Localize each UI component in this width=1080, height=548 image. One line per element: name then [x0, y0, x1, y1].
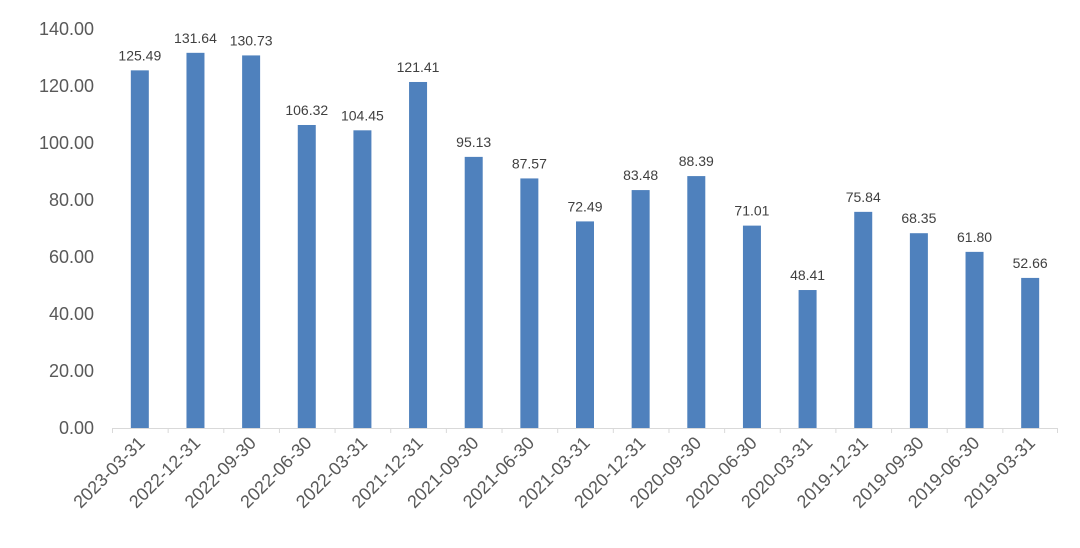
bar-2019-06-30 [965, 251, 984, 428]
bar-2019-09-30 [909, 233, 928, 428]
data-label-2019-03-31: 52.66 [1013, 255, 1048, 271]
data-labels: 125.49 131.64 130.73 106.32 104.45 121.41 95.1… [118, 30, 1047, 283]
data-label-2021-12-31: 121.41 [397, 59, 440, 75]
y-tick-label: 140.00 [39, 19, 94, 39]
data-label-2021-06-30: 87.57 [512, 155, 547, 171]
data-label-2020-09-30: 88.39 [679, 153, 714, 169]
data-label-2019-09-30: 68.35 [901, 210, 936, 226]
data-label-2020-03-31: 48.41 [790, 267, 825, 283]
bar-2019-03-31 [1021, 277, 1040, 428]
y-tick-label: 20.00 [49, 361, 94, 381]
bar-2022-06-30 [297, 124, 316, 428]
bar-2020-03-31 [798, 290, 817, 428]
bar-2020-09-30 [687, 176, 706, 428]
y-tick-label: 80.00 [49, 190, 94, 210]
bar-2022-03-31 [353, 130, 372, 428]
bar-2021-12-31 [409, 81, 428, 428]
bar-2019-12-31 [854, 211, 873, 428]
bar-2022-09-30 [242, 55, 261, 429]
bar-2020-12-31 [631, 190, 650, 428]
bar-2022-12-31 [186, 52, 205, 429]
y-tick-label: 120.00 [39, 76, 94, 96]
y-axis: 0.00 20.00 40.00 60.00 80.00 100.00 120.00 140.… [39, 19, 94, 438]
data-label-2020-06-30: 71.01 [734, 203, 769, 219]
bar-2020-06-30 [742, 225, 761, 428]
data-label-2022-12-31: 131.64 [174, 30, 217, 46]
data-label-2022-06-30: 106.32 [285, 102, 328, 118]
bar-2021-09-30 [464, 156, 483, 428]
data-label-2022-03-31: 104.45 [341, 107, 384, 123]
data-label-2019-06-30: 61.80 [957, 229, 992, 245]
bar-2021-03-31 [576, 221, 594, 428]
data-label-2023-03-31: 125.49 [118, 47, 161, 63]
data-label-2019-12-31: 75.84 [846, 189, 881, 205]
data-label-2021-09-30: 95.13 [456, 134, 491, 150]
y-tick-label: 100.00 [39, 133, 94, 153]
y-tick-label: 40.00 [49, 304, 94, 324]
data-label-2020-12-31: 83.48 [623, 167, 658, 183]
bar-2021-06-30 [520, 178, 539, 428]
bars [130, 52, 1040, 429]
y-tick-label: 60.00 [49, 247, 94, 267]
bar-2023-03-31 [130, 70, 149, 428]
data-label-2021-03-31: 72.49 [567, 198, 602, 214]
data-label-2022-09-30: 130.73 [230, 32, 273, 48]
x-axis: 2023-03-312022-12-312022-09-302022-06-30… [69, 428, 1058, 512]
y-tick-label: 0.00 [59, 418, 94, 438]
